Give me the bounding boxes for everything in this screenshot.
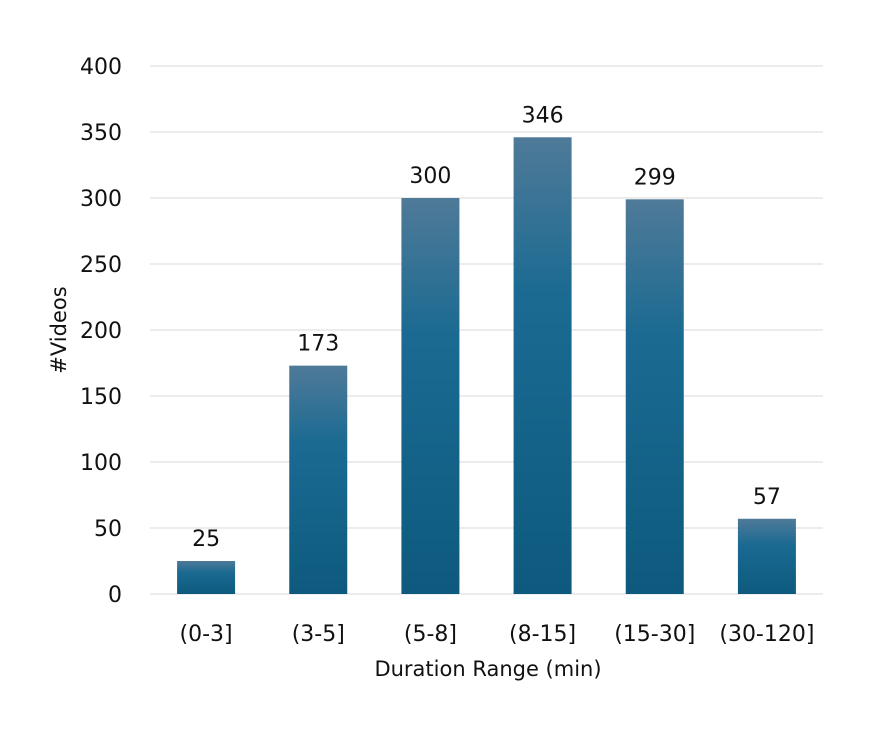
x-axis-ticks: (0-3] (3-5] (5-8] (8-15] (15-30] (30-120] — [180, 622, 815, 647]
y-axis-title: #Videos — [47, 286, 71, 373]
x-axis-title: Duration Range (min) — [374, 657, 601, 681]
x-tick-label: (3-5] — [292, 622, 345, 647]
x-tick-label: (30-120] — [719, 622, 814, 647]
gridlines — [150, 65, 823, 595]
y-tick-label: 300 — [80, 187, 122, 212]
x-tick-label: (15-30] — [614, 622, 695, 647]
data-label: 346 — [522, 103, 564, 128]
data-label: 57 — [753, 485, 781, 510]
y-tick-label: 0 — [108, 583, 122, 608]
y-tick-label: 400 — [80, 55, 122, 80]
bars — [177, 137, 796, 594]
bar — [513, 137, 572, 594]
data-label: 173 — [297, 332, 339, 357]
x-tick-label: (0-3] — [180, 622, 233, 647]
bar — [289, 365, 348, 594]
data-labels: 25 173 300 346 299 57 — [192, 103, 781, 552]
bar — [177, 561, 236, 594]
y-tick-label: 100 — [80, 451, 122, 476]
y-tick-label: 50 — [94, 517, 122, 542]
y-tick-label: 150 — [80, 385, 122, 410]
y-tick-label: 350 — [80, 121, 122, 146]
data-label: 299 — [634, 165, 676, 190]
x-tick-label: (5-8] — [404, 622, 457, 647]
bar — [625, 199, 684, 594]
bar — [737, 518, 796, 594]
bar — [401, 198, 460, 594]
x-tick-label: (8-15] — [509, 622, 576, 647]
data-label: 300 — [409, 164, 451, 189]
y-tick-label: 250 — [80, 253, 122, 278]
y-tick-label: 200 — [80, 319, 122, 344]
data-label: 25 — [192, 527, 220, 552]
y-axis-ticks: 0 50 100 150 200 250 300 350 400 — [80, 55, 122, 608]
